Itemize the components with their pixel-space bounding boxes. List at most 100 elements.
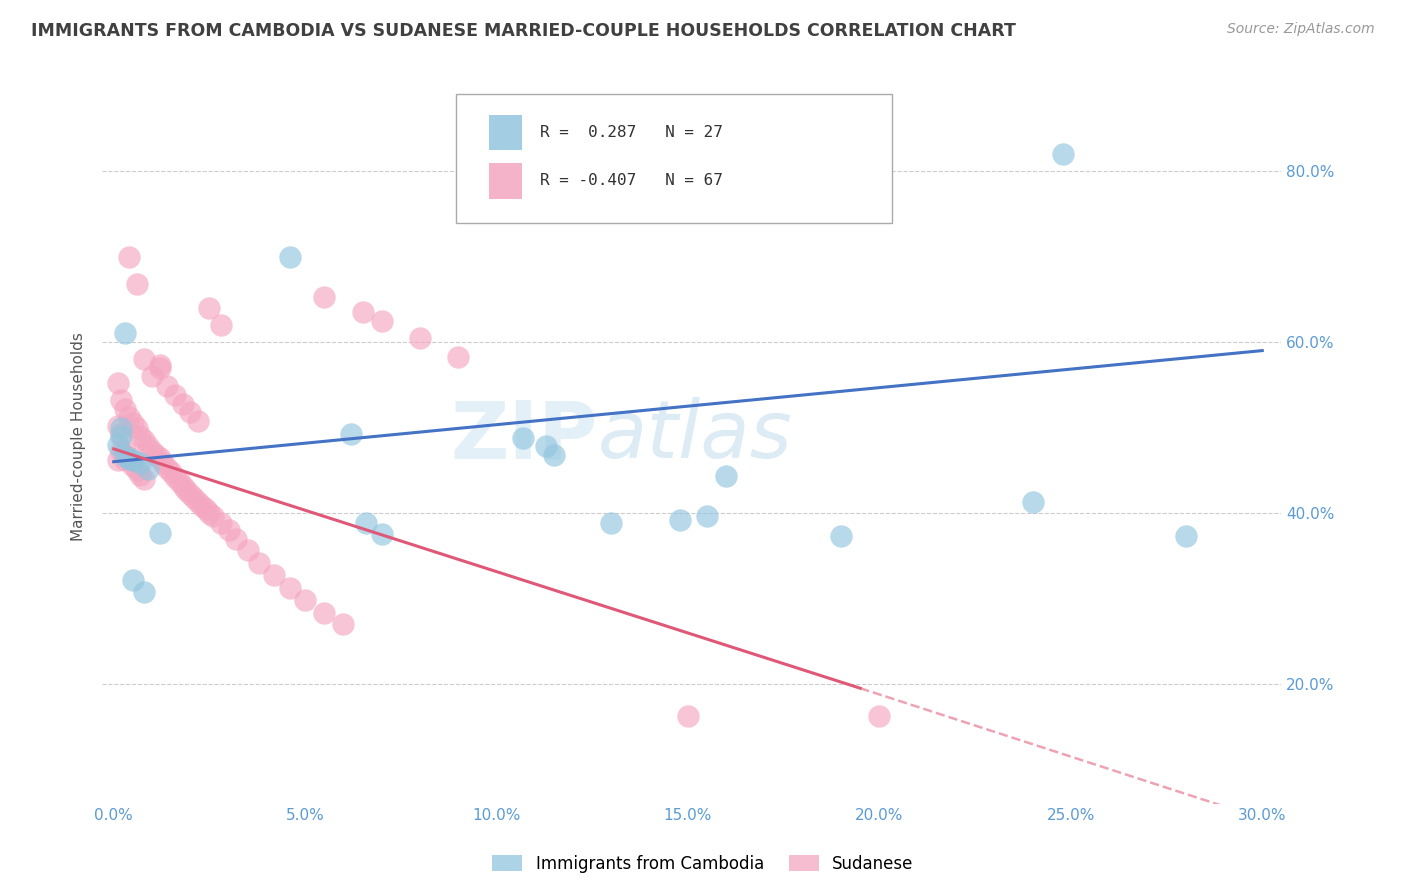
Point (114, 444, 136, 458)
Point (409, 331, 432, 345)
Point (110, 420, 132, 434)
Point (149, 525, 172, 540)
Point (172, 396, 194, 410)
Point (114, 449, 136, 463)
Point (118, 450, 141, 465)
Point (114, 401, 136, 416)
Point (314, 606, 336, 620)
Point (370, 314, 392, 328)
Point (114, 453, 136, 467)
Point (696, 508, 718, 523)
Point (136, 461, 159, 475)
Text: atlas: atlas (598, 397, 792, 475)
Point (190, 499, 212, 513)
Point (125, 277, 148, 291)
Point (209, 516, 232, 531)
Point (152, 457, 174, 471)
Point (172, 478, 194, 492)
Point (134, 472, 156, 486)
Point (107, 437, 129, 451)
Point (163, 388, 186, 402)
Point (225, 532, 247, 546)
Point (134, 352, 156, 367)
Point (314, 290, 336, 304)
Point (129, 457, 152, 471)
Point (1021, 495, 1043, 509)
Point (110, 393, 132, 408)
Text: IMMIGRANTS FROM CAMBODIA VS SUDANESE MARRIED-COUPLE HOUSEHOLDS CORRELATION CHART: IMMIGRANTS FROM CAMBODIA VS SUDANESE MAR… (31, 22, 1015, 40)
Point (340, 427, 363, 442)
Point (129, 467, 152, 482)
Point (149, 360, 172, 375)
Legend: Immigrants from Cambodia, Sudanese: Immigrants from Cambodia, Sudanese (485, 848, 921, 880)
Point (187, 495, 209, 509)
Point (1052, 147, 1074, 161)
Point (176, 483, 198, 497)
Point (141, 444, 163, 458)
Point (118, 410, 141, 425)
Point (218, 523, 240, 537)
FancyBboxPatch shape (456, 95, 893, 223)
Point (370, 527, 392, 541)
Point (676, 709, 699, 723)
Point (179, 487, 201, 501)
Point (236, 542, 259, 557)
Point (247, 556, 270, 570)
Point (202, 509, 225, 524)
Point (600, 516, 623, 531)
Point (830, 529, 852, 543)
Point (136, 439, 159, 453)
Point (1174, 529, 1197, 543)
Point (198, 506, 221, 520)
Point (183, 491, 205, 505)
Point (163, 470, 186, 484)
Point (156, 460, 179, 475)
Point (167, 475, 190, 489)
FancyBboxPatch shape (489, 115, 522, 150)
Point (669, 513, 692, 527)
Point (125, 463, 148, 477)
Point (263, 567, 285, 582)
Point (194, 501, 217, 516)
Point (121, 573, 143, 587)
Text: Source: ZipAtlas.com: Source: ZipAtlas.com (1227, 22, 1375, 37)
Point (278, 250, 301, 264)
Point (209, 318, 232, 332)
Point (107, 418, 129, 433)
Point (356, 516, 378, 531)
Point (352, 305, 374, 319)
Point (512, 431, 534, 445)
Point (118, 250, 141, 264)
Point (868, 709, 890, 723)
Point (110, 427, 132, 442)
Point (160, 465, 183, 479)
Point (121, 453, 143, 467)
Point (121, 458, 143, 473)
Point (110, 429, 132, 443)
Point (145, 448, 167, 462)
Point (156, 379, 179, 393)
Point (179, 405, 201, 419)
Y-axis label: Married-couple Households: Married-couple Households (72, 332, 86, 541)
Point (118, 452, 141, 467)
Point (294, 593, 316, 607)
Point (114, 326, 136, 341)
Point (129, 429, 152, 443)
Point (125, 420, 148, 434)
Text: R = -0.407   N = 67: R = -0.407 N = 67 (540, 173, 723, 188)
Point (187, 414, 209, 428)
Point (198, 301, 221, 315)
Point (447, 350, 470, 364)
Point (332, 617, 354, 632)
Point (543, 448, 565, 462)
FancyBboxPatch shape (489, 163, 522, 199)
Point (149, 358, 172, 372)
Point (536, 439, 558, 453)
Point (149, 451, 172, 466)
Point (134, 584, 156, 599)
Point (107, 376, 129, 390)
Point (278, 581, 301, 595)
Point (107, 453, 129, 467)
Point (141, 369, 163, 384)
Point (134, 434, 156, 448)
